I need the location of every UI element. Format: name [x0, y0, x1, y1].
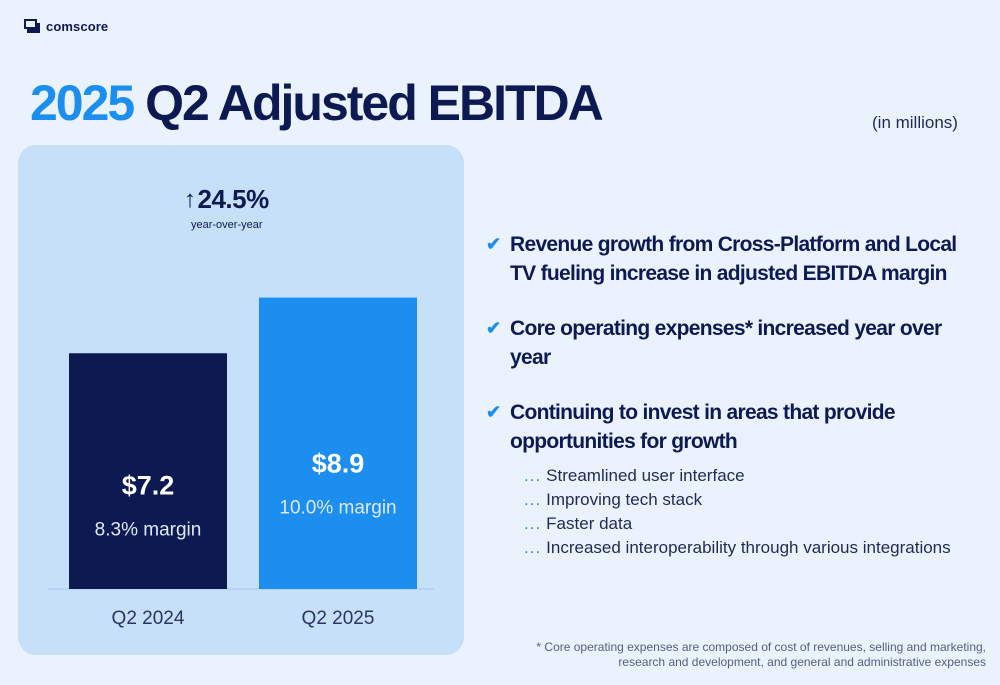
- footnote: * Core operating expenses are composed o…: [536, 640, 986, 670]
- title-year: 2025: [30, 75, 135, 131]
- sub-item: ... Streamlined user interface: [524, 464, 986, 488]
- bullet-text: Core operating expenses* increased year …: [510, 317, 942, 369]
- checkmark-icon: ✔: [486, 402, 502, 422]
- bar-value-label: $8.9: [312, 448, 365, 478]
- sub-item-text: Improving tech stack: [546, 490, 703, 509]
- sub-item: ... Faster data: [524, 512, 986, 536]
- ellipsis-marker: ...: [524, 514, 542, 533]
- sub-item-text: Increased interoperability through vario…: [546, 538, 951, 557]
- bar-q2-2024: [69, 353, 227, 589]
- growth-label: year-over-year: [191, 219, 263, 231]
- category-label: Q2 2024: [112, 608, 185, 629]
- brand-logo: comscore: [24, 18, 108, 34]
- sub-item: ... Increased interoperability through va…: [524, 536, 986, 560]
- ellipsis-marker: ...: [524, 538, 542, 557]
- bar-margin-label: 8.3% margin: [95, 520, 202, 541]
- up-arrow-icon: ↑: [184, 185, 196, 213]
- checkmark-icon: ✔: [486, 318, 502, 338]
- footnote-line-1: * Core operating expenses are composed o…: [536, 640, 986, 654]
- sub-item-text: Streamlined user interface: [546, 466, 745, 485]
- sub-item-text: Faster data: [546, 514, 633, 533]
- bullet-text: Revenue growth from Cross-Platform and L…: [510, 233, 957, 285]
- units-note: (in millions): [872, 113, 958, 132]
- bullet-item: ✔ Core operating expenses* increased yea…: [486, 314, 986, 372]
- key-points: ✔ Revenue growth from Cross-Platform and…: [486, 230, 986, 560]
- growth-value: 24.5%: [197, 184, 270, 214]
- footnote-line-2: research and development, and general an…: [618, 655, 986, 669]
- ellipsis-marker: ...: [524, 490, 542, 509]
- bar-value-label: $7.2: [122, 471, 175, 501]
- ellipsis-marker: ...: [524, 466, 542, 485]
- checkmark-icon: ✔: [486, 234, 502, 254]
- bullet-item: ✔ Revenue growth from Cross-Platform and…: [486, 230, 986, 288]
- title-rest: Q2 Adjusted EBITDA: [145, 75, 604, 131]
- bullet-text: Continuing to invest in areas that provi…: [510, 401, 896, 453]
- growth-indicator: ↑ 24.5%: [184, 184, 269, 215]
- sub-item: ... Improving tech stack: [524, 488, 986, 512]
- comscore-logo-icon: [24, 18, 40, 34]
- bullet-item: ✔ Continuing to invest in areas that pro…: [486, 398, 986, 456]
- bar-margin-label: 10.0% margin: [279, 497, 396, 518]
- bar-q2-2025: [259, 297, 417, 589]
- brand-name: comscore: [46, 18, 109, 34]
- sub-list: ... Streamlined user interface ... Improvi…: [524, 464, 986, 560]
- category-label: Q2 2025: [302, 608, 375, 629]
- page-title: 2025 Q2 Adjusted EBITDA: [30, 74, 604, 132]
